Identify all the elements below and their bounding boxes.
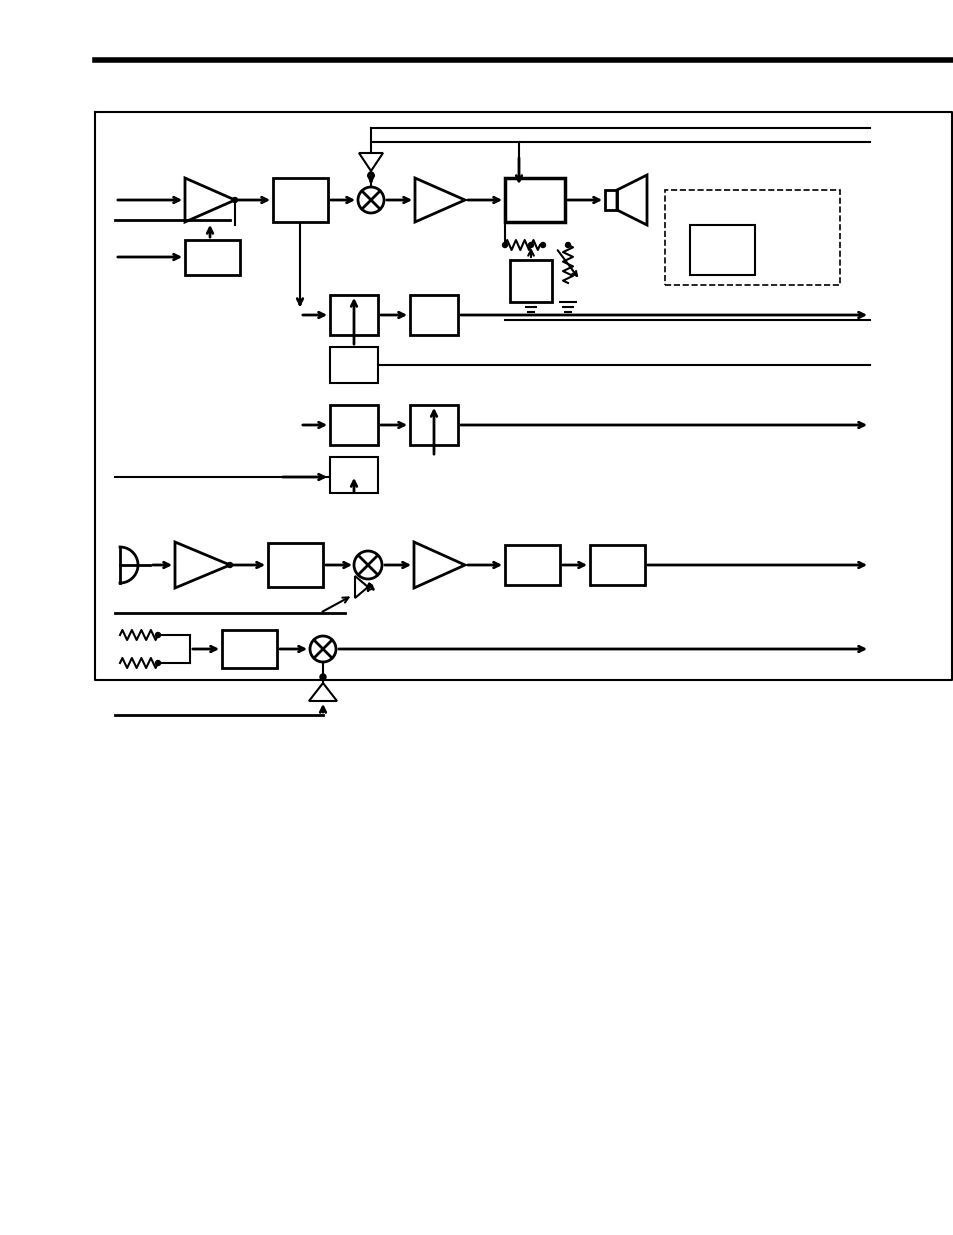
Bar xyxy=(222,630,276,668)
Bar xyxy=(589,545,644,585)
Bar xyxy=(664,190,840,285)
Bar xyxy=(604,190,617,210)
Bar xyxy=(330,295,377,335)
Bar xyxy=(504,545,559,585)
Circle shape xyxy=(155,661,160,666)
Circle shape xyxy=(319,674,326,680)
Circle shape xyxy=(227,562,233,568)
Circle shape xyxy=(540,242,545,247)
Circle shape xyxy=(502,242,507,247)
Bar xyxy=(330,457,377,493)
Bar xyxy=(268,543,323,587)
Circle shape xyxy=(565,242,570,247)
Bar xyxy=(689,225,754,275)
Bar xyxy=(330,347,377,383)
Bar xyxy=(510,261,552,303)
Circle shape xyxy=(233,198,237,203)
Bar xyxy=(410,295,457,335)
Bar xyxy=(504,178,564,222)
Bar xyxy=(410,405,457,445)
Circle shape xyxy=(155,632,160,637)
Circle shape xyxy=(528,242,533,247)
Bar xyxy=(330,405,377,445)
Bar xyxy=(273,178,328,222)
Circle shape xyxy=(368,172,374,178)
Bar xyxy=(185,240,240,275)
